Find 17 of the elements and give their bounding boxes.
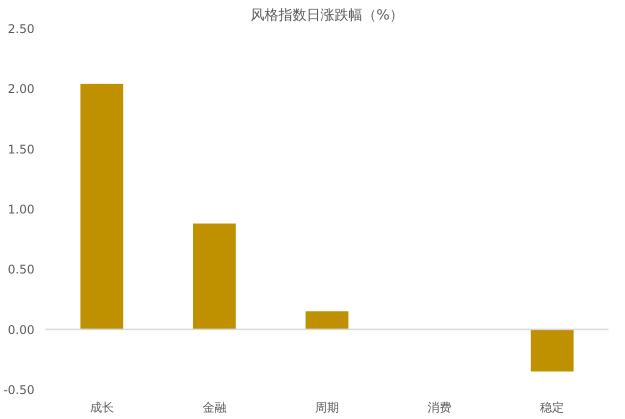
chart-title: 风格指数日涨跌幅（%） (250, 8, 404, 24)
y-tick-label: -0.50 (3, 383, 35, 397)
y-tick-label: 0.50 (8, 262, 34, 277)
y-tick-label: 2.50 (8, 22, 34, 36)
x-tick-label: 金融 (202, 400, 226, 414)
y-tick-label: 1.50 (8, 142, 34, 156)
bar (193, 223, 236, 330)
bar (530, 329, 574, 372)
x-tick-label: 稳定 (540, 400, 564, 414)
bar (306, 311, 348, 330)
bar (80, 84, 124, 330)
y-tick-label: 1.00 (8, 202, 34, 216)
y-tick-label: 0.00 (8, 322, 34, 337)
x-tick-label: 消费 (428, 400, 452, 414)
y-tick-label: 2.00 (8, 82, 34, 96)
x-tick-label: 成长 (90, 400, 114, 414)
x-tick-label: 周期 (315, 400, 339, 414)
